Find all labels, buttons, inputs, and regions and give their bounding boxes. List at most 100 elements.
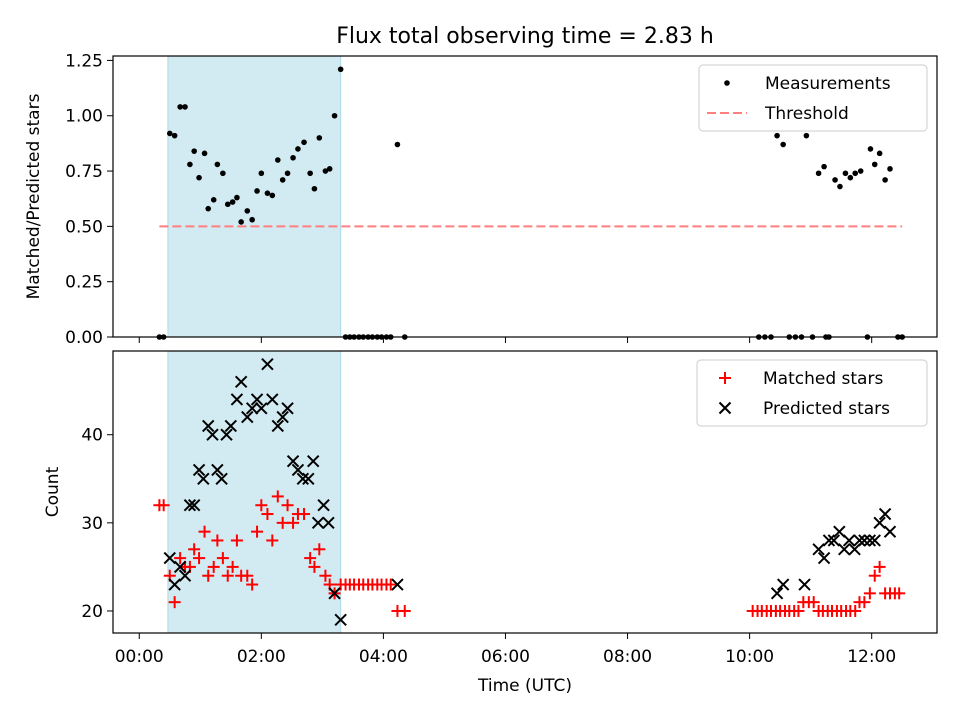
measurement-point bbox=[220, 170, 226, 177]
predicted-point bbox=[822, 534, 836, 547]
measurement-point bbox=[275, 157, 281, 163]
predicted-point-b bbox=[322, 516, 335, 530]
matched-point bbox=[287, 516, 300, 529]
axes-frame bbox=[112, 350, 938, 634]
measurement-point bbox=[326, 166, 333, 172]
legend-label: Predicted stars bbox=[763, 399, 890, 419]
predicted-point bbox=[328, 587, 341, 600]
matched-point bbox=[255, 499, 268, 512]
predicted-point bbox=[311, 516, 325, 530]
predicted-point-b bbox=[286, 454, 300, 468]
matched-point bbox=[313, 543, 326, 556]
matched-point bbox=[893, 587, 906, 600]
measurement-point bbox=[394, 141, 401, 148]
predicted-point-b bbox=[230, 393, 244, 406]
measurement-point bbox=[210, 197, 217, 203]
predicted-point bbox=[817, 551, 831, 565]
measurement-point bbox=[331, 112, 338, 119]
legend-label: Measurements bbox=[765, 74, 891, 94]
predicted-point-b bbox=[812, 543, 825, 556]
measurement-point bbox=[295, 146, 301, 152]
predicted-point-b bbox=[873, 516, 886, 530]
predicted-point bbox=[842, 534, 856, 547]
x-tick-label: 02:00 bbox=[237, 647, 286, 667]
predicted-point-b bbox=[266, 393, 279, 406]
legend-box bbox=[696, 359, 928, 427]
predicted-point-b bbox=[291, 463, 305, 477]
matched-point bbox=[193, 552, 206, 565]
measurement-point bbox=[867, 146, 874, 152]
predicted-point-b bbox=[827, 534, 841, 547]
predicted-point bbox=[211, 463, 224, 477]
observing-span bbox=[167, 55, 342, 338]
x-tick-label: 06:00 bbox=[481, 647, 530, 667]
predicted-point-b bbox=[202, 419, 215, 433]
matched-point bbox=[863, 587, 876, 600]
predicted-point bbox=[183, 499, 197, 512]
matched-point bbox=[198, 525, 211, 538]
predicted-point bbox=[230, 393, 244, 406]
predicted-point-b bbox=[878, 507, 892, 521]
predicted-point-b bbox=[770, 587, 784, 600]
predicted-point-b bbox=[848, 543, 861, 556]
predicted-point bbox=[798, 578, 811, 591]
matched-point bbox=[202, 569, 215, 582]
predicted-point-b bbox=[224, 419, 238, 433]
predicted-point bbox=[245, 402, 259, 415]
predicted-point bbox=[215, 472, 228, 485]
matched-point bbox=[858, 596, 871, 609]
legend-label: Threshold bbox=[764, 104, 849, 124]
matched-point bbox=[384, 578, 397, 591]
measurement-point bbox=[264, 190, 271, 196]
measurement-point bbox=[191, 148, 197, 154]
matched-point bbox=[319, 569, 332, 582]
y-tick-label: 1.25 bbox=[65, 51, 103, 71]
predicted-point-b bbox=[271, 419, 285, 433]
measurement-point bbox=[876, 150, 883, 157]
measurement-point bbox=[821, 163, 827, 170]
matched-point bbox=[188, 543, 201, 556]
matched-point bbox=[398, 604, 411, 617]
predicted-point bbox=[261, 358, 274, 371]
matched-point bbox=[807, 596, 820, 609]
predicted-point-b bbox=[211, 463, 224, 477]
measurement-point bbox=[182, 104, 188, 110]
measurement-point bbox=[238, 219, 244, 225]
predicted-point-b bbox=[261, 358, 274, 371]
predicted-point bbox=[317, 499, 330, 512]
predicted-point-b bbox=[178, 569, 192, 582]
predicted-point bbox=[827, 534, 841, 547]
predicted-point-b bbox=[858, 534, 871, 547]
predicted-point-b bbox=[255, 402, 268, 415]
measurement-point bbox=[205, 205, 212, 212]
predicted-point-b bbox=[220, 428, 233, 441]
measurement-point bbox=[857, 168, 864, 174]
matched-point bbox=[241, 569, 254, 582]
predicted-point bbox=[178, 569, 192, 582]
measurement-point bbox=[322, 168, 329, 174]
predicted-point bbox=[833, 525, 846, 538]
matched-point bbox=[298, 508, 311, 521]
predicted-point-b bbox=[817, 551, 831, 565]
matched-point bbox=[849, 604, 862, 617]
matched-point bbox=[157, 499, 170, 512]
y-tick-label: 0.00 bbox=[65, 328, 103, 348]
measurement-point bbox=[196, 174, 202, 181]
measurement-point bbox=[882, 177, 888, 183]
predicted-point-b bbox=[798, 578, 811, 591]
predicted-point-b bbox=[868, 534, 881, 547]
predicted-point-b bbox=[311, 516, 325, 530]
predicted-point bbox=[286, 454, 300, 468]
predicted-point-b bbox=[317, 499, 330, 512]
matched-point bbox=[261, 508, 274, 521]
predicted-point bbox=[187, 499, 201, 512]
predicted-point bbox=[224, 419, 238, 433]
predicted-point bbox=[168, 578, 181, 591]
measurement-point bbox=[177, 104, 183, 110]
predicted-point bbox=[873, 516, 886, 530]
x-tick-label: 12:00 bbox=[847, 647, 896, 667]
matched-point bbox=[792, 604, 805, 617]
matched-point bbox=[211, 534, 224, 547]
measurement-point bbox=[815, 170, 822, 177]
predicted-point bbox=[863, 534, 877, 547]
